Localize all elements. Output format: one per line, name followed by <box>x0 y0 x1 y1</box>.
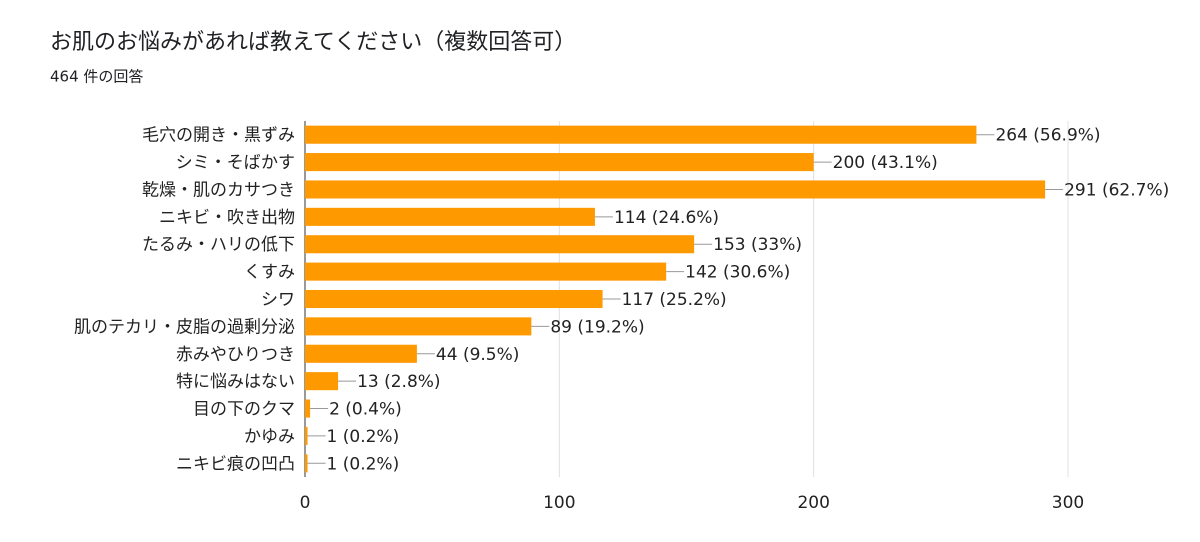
y-tick-label: 肌のテカリ・皮脂の過剰分泌 <box>74 317 295 337</box>
bar <box>305 235 695 254</box>
y-tick-label: 目の下のクマ <box>193 400 295 420</box>
bar <box>305 262 667 281</box>
x-tick-label: 200 <box>797 493 829 513</box>
chart-title: お肌のお悩みがあれば教えてください（複数回答可） <box>50 30 576 55</box>
y-tick-label: 毛穴の開き・黒ずみ <box>142 126 295 146</box>
x-tick-label: 0 <box>300 493 311 513</box>
value-label: 117 (25.2%) <box>622 290 727 310</box>
value-label: 264 (56.9%) <box>995 126 1100 146</box>
value-label: 291 (62.7%) <box>1064 180 1169 200</box>
y-tick-label: ニキビ・吹き出物 <box>159 208 295 228</box>
bar <box>305 317 532 336</box>
bar <box>305 426 308 445</box>
bar <box>305 125 977 144</box>
bar <box>305 344 417 363</box>
bar <box>305 153 814 172</box>
bar <box>305 207 595 226</box>
value-label: 2 (0.4%) <box>329 400 402 420</box>
value-label: 89 (19.2%) <box>550 317 644 337</box>
y-tick-label: たるみ・ハリの低下 <box>142 235 295 255</box>
chart-subtitle: 464 件の回答 <box>50 68 143 86</box>
value-label: 200 (43.1%) <box>833 153 938 173</box>
y-tick-label: ニキビ痕の凹凸 <box>176 454 295 474</box>
y-tick-label: かゆみ <box>244 427 295 447</box>
value-label: 142 (30.6%) <box>685 263 790 283</box>
bar <box>305 454 308 473</box>
x-tick-label: 300 <box>1052 493 1084 513</box>
y-tick-label: 乾燥・肌のカサつき <box>142 180 295 200</box>
x-tick-label: 100 <box>543 493 575 513</box>
bar <box>305 180 1046 199</box>
y-tick-label: シワ <box>261 290 295 310</box>
value-label: 114 (24.6%) <box>614 208 719 228</box>
value-label: 1 (0.2%) <box>327 427 400 447</box>
value-label: 44 (9.5%) <box>436 345 520 365</box>
bar <box>305 399 311 418</box>
y-tick-label: 特に悩みはない <box>176 372 295 392</box>
value-label: 153 (33%) <box>713 235 802 255</box>
value-label: 13 (2.8%) <box>357 372 441 392</box>
y-tick-label: 赤みやひりつき <box>176 345 295 365</box>
bar <box>305 372 339 391</box>
y-tick-label: くすみ <box>244 263 295 283</box>
bar <box>305 289 603 309</box>
y-tick-label: シミ・そばかす <box>176 153 295 173</box>
value-label: 1 (0.2%) <box>327 454 400 474</box>
